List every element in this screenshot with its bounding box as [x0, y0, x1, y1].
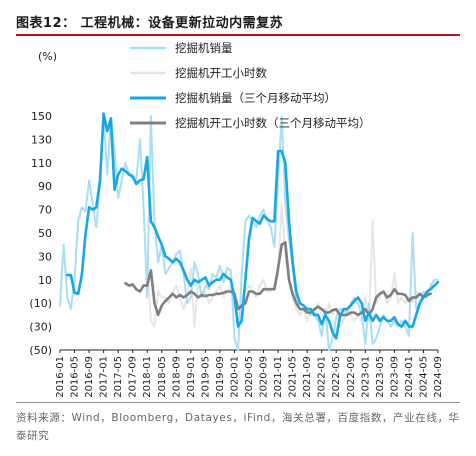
- legend-label: 挖掘机销量（三个月移动平均）: [175, 91, 336, 105]
- y-tick-label: 90: [38, 180, 52, 193]
- x-tick-label: 2018-09: [171, 356, 182, 398]
- x-tick-label: 2019-05: [200, 356, 211, 398]
- x-tick-label: 2017-05: [113, 356, 124, 398]
- y-tick-label: 70: [38, 204, 52, 217]
- x-tick-label: 2021-05: [288, 356, 299, 398]
- y-tick-label: 150: [31, 110, 52, 123]
- series-line-excavator-sales: [59, 115, 439, 351]
- x-tick-label: 2016-09: [84, 356, 95, 398]
- x-tick-label: 2024-05: [418, 356, 429, 398]
- series-line-excavator-sales-3mma: [66, 112, 440, 340]
- x-tick-label: 2020-09: [259, 356, 270, 398]
- y-tick-label: (30): [29, 321, 52, 334]
- y-tick-label: 30: [38, 250, 52, 263]
- x-tick-label: 2020-05: [244, 356, 255, 398]
- source-note: 资料来源：Wind，Bloomberg，Datayes，iFind，海关总署，百…: [16, 412, 460, 442]
- chart-plot-area: [59, 112, 440, 351]
- y-tick-label: 110: [31, 157, 52, 170]
- y-tick-label: 130: [31, 133, 52, 146]
- chart-title: 图表12： 工程机械：设备更新拉动内需复苏: [16, 16, 284, 31]
- legend-label: 挖掘机开工小时数（三个月移动平均）: [175, 116, 371, 130]
- x-tick-label: 2022-01: [317, 356, 328, 398]
- series-line-operating-hours-3mma: [124, 241, 433, 317]
- x-tick-label: 2018-05: [157, 356, 168, 398]
- title-rule: [16, 34, 460, 36]
- source-rule: [16, 402, 460, 403]
- x-tick-label: 2019-01: [186, 356, 197, 398]
- x-tick-label: 2020-01: [229, 356, 240, 398]
- x-tick-label: 2024-01: [404, 356, 415, 398]
- x-tick-label: 2024-09: [433, 356, 444, 398]
- chart-axes: (%) (50) (30) (10) 10 30 50 70 90 110 130 150 2016-0…: [29, 50, 444, 398]
- x-tick-label: 2016-01: [55, 356, 66, 398]
- y-tick-label: (10): [29, 297, 52, 310]
- x-tick-label: 2023-05: [375, 356, 386, 398]
- x-tick-label: 2021-09: [302, 356, 313, 398]
- x-tick-label: 2023-09: [389, 356, 400, 398]
- x-tick-label: 2022-09: [346, 356, 357, 398]
- line-chart: (%) (50) (30) (10) 10 30 50 70 90 110 130 150 2016-0…: [29, 41, 444, 398]
- y-axis-unit-label: (%): [38, 50, 57, 63]
- x-tick-label: 2019-09: [215, 356, 226, 398]
- y-tick-label: (50): [29, 344, 52, 357]
- x-tick-label: 2023-01: [360, 356, 371, 398]
- legend-label: 挖掘机开工小时数: [175, 66, 267, 80]
- y-tick-label: 50: [38, 227, 52, 240]
- x-tick-label: 2017-01: [99, 356, 110, 398]
- title-bar: 图表12： 工程机械：设备更新拉动内需复苏: [0, 0, 476, 36]
- legend-label: 挖掘机销量: [175, 41, 233, 55]
- x-tick-label: 2022-05: [331, 356, 342, 398]
- x-tick-label: 2018-01: [142, 356, 153, 398]
- x-tick-label: 2021-01: [273, 356, 284, 398]
- x-tick-label: 2017-09: [128, 356, 139, 398]
- y-tick-label: 10: [38, 274, 52, 287]
- x-tick-label: 2016-05: [70, 356, 81, 398]
